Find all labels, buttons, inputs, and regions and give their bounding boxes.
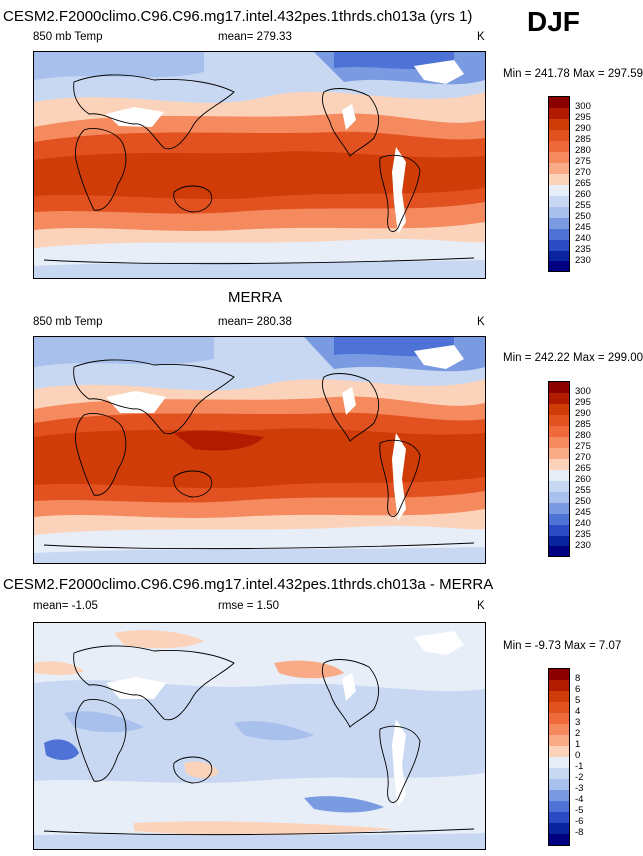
panel-1-colorbar-tick: 255	[575, 200, 591, 211]
panel-3-colorbar-tick: -2	[575, 772, 584, 783]
panel-1-colorbar-box	[548, 96, 570, 272]
panel-2-colorbar-tick: 265	[575, 463, 591, 474]
panel-1-title: CESM2.F2000climo.C96.C96.mg17.intel.432p…	[3, 8, 473, 25]
panel-3-map-field	[34, 623, 485, 849]
panel-3-colorbar-box	[548, 668, 570, 846]
panel-2-colorbar-tick: 270	[575, 452, 591, 463]
panel-3-colorbar-tick: -8	[575, 827, 584, 838]
panel-1-minmax-label: Min = 241.78 Max = 297.59	[503, 68, 643, 80]
panel-3-minmax-label: Min = -9.73 Max = 7.07	[503, 640, 622, 652]
panel-2-colorbar-tick: 255	[575, 485, 591, 496]
panel-1-map	[33, 51, 486, 279]
panel-2-colorbar-tick: 250	[575, 496, 591, 507]
panel-1-colorbar-tick: 270	[575, 167, 591, 178]
panel-3-colorbar-tick: -4	[575, 794, 584, 805]
panel-2-colorbar-tick: 290	[575, 408, 591, 419]
panel-1-colorbar-tick: 275	[575, 156, 591, 167]
panel-3-colorbar-tick: -1	[575, 761, 584, 772]
panel-3-colorbar-tick: 2	[575, 728, 581, 739]
panel-3-colorbar: 8 6 5 4 3 2 1 0 -1 -2 -3 -4 -5 -6 -8	[548, 668, 608, 846]
panel-1-colorbar-tick: 230	[575, 255, 591, 266]
panel-3-colorbar-tick: -6	[575, 816, 584, 827]
panel-2-minmax-label: Min = 242.22 Max = 299.00	[503, 352, 643, 364]
panel-2-colorbar-tick: 245	[575, 507, 591, 518]
panel-3-colorbar-tick: -5	[575, 805, 584, 816]
panel-1-colorbar-tick: 240	[575, 233, 591, 244]
panel-1-colorbar-tick: 290	[575, 123, 591, 134]
panel-1-colorbar-tick: 235	[575, 244, 591, 255]
panel-3-colorbar-tick: -3	[575, 783, 584, 794]
panel-3-rmse-label: rmse = 1.50	[218, 600, 280, 612]
panel-1-colorbar-tick: 295	[575, 112, 591, 123]
panel-3-units-label: K	[477, 600, 485, 612]
panel-2-colorbar-tick: 300	[575, 386, 591, 397]
panel-3-colorbar-tick: 5	[575, 695, 581, 706]
panel-3-colorbar-tick: 0	[575, 750, 581, 761]
panel-1-colorbar-tick: 300	[575, 101, 591, 112]
panel-3-mean-label: mean= -1.05	[33, 600, 98, 612]
panel-2-mean-label: mean= 280.38	[218, 316, 292, 328]
panel-3-map	[33, 622, 486, 850]
season-label: DJF	[527, 6, 580, 37]
panel-1-colorbar-tick: 280	[575, 145, 591, 156]
panel-3-colorbar-tick: 3	[575, 717, 581, 728]
panel-2-map-field	[34, 337, 485, 563]
panel-3-colorbar-tick: 4	[575, 706, 581, 717]
panel-3-colorbar-tick: 8	[575, 673, 581, 684]
panel-1-units-label: K	[477, 31, 485, 43]
panel-2-colorbar-tick: 285	[575, 419, 591, 430]
panel-1-map-field	[34, 52, 485, 278]
panel-2-colorbar-box	[548, 381, 570, 557]
panel-2-colorbar-tick: 240	[575, 518, 591, 529]
panel-2-colorbar-tick: 260	[575, 474, 591, 485]
panel-1-colorbar-tick: 250	[575, 211, 591, 222]
panel-2-colorbar-tick: 280	[575, 430, 591, 441]
panel-3-title: CESM2.F2000climo.C96.C96.mg17.intel.432p…	[3, 576, 494, 593]
panel-1-variable-label: 850 mb Temp	[33, 31, 103, 43]
panel-1-colorbar-tick: 285	[575, 134, 591, 145]
panel-2-colorbar-tick: 295	[575, 397, 591, 408]
panel-2-colorbar-tick: 275	[575, 441, 591, 452]
panel-2-colorbar: 300 295 290 285 280 275 270 265 260 255 …	[548, 381, 608, 557]
panel-1-mean-label: mean= 279.33	[218, 31, 292, 43]
panel-2-map	[33, 336, 486, 564]
panel-1-colorbar-tick: 265	[575, 178, 591, 189]
panel-2-units-label: K	[477, 316, 485, 328]
panel-1-colorbar: 300 295 290 285 280 275 270 265 260 255 …	[548, 96, 608, 272]
panel-3-colorbar-tick: 1	[575, 739, 581, 750]
panel-2-variable-label: 850 mb Temp	[33, 316, 103, 328]
panel-3-colorbar-tick: 6	[575, 684, 581, 695]
panel-2-colorbar-tick: 235	[575, 529, 591, 540]
panel-2-title: MERRA	[228, 289, 283, 306]
panel-1-colorbar-tick: 260	[575, 189, 591, 200]
panel-2-colorbar-tick: 230	[575, 540, 591, 551]
panel-1-colorbar-tick: 245	[575, 222, 591, 233]
